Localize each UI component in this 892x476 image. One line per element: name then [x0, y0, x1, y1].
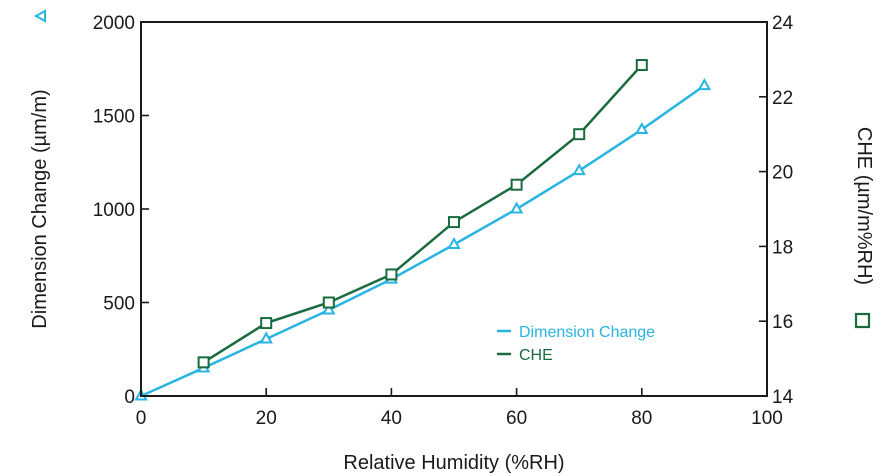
y2-tick-label: 16 — [772, 312, 793, 333]
y-tick-label: 500 — [103, 294, 135, 315]
data-point-che — [510, 178, 523, 191]
data-point-dimension-change — [447, 236, 461, 250]
data-point-dimension-change — [259, 331, 273, 344]
data-point-dimension-change — [322, 302, 336, 315]
series-line-dimension-change — [140, 84, 706, 398]
y2-tick-label: 24 — [772, 13, 794, 34]
y2-tick-label: 20 — [772, 163, 793, 184]
data-point-che — [197, 356, 210, 369]
y-tick-label: 0 — [124, 387, 135, 408]
y-tick-label: 1500 — [93, 107, 135, 128]
square-icon — [854, 312, 871, 329]
data-point-dimension-change — [635, 121, 649, 135]
plot-frame — [140, 21, 768, 397]
y-tick-label: 2000 — [93, 13, 135, 34]
y2-tick-label: 22 — [772, 88, 793, 109]
plot-marks — [134, 59, 712, 401]
data-point-dimension-change — [697, 78, 712, 91]
legend-label-che: CHE — [519, 347, 553, 364]
x-tick-label: 100 — [751, 408, 783, 429]
x-tick-label: 40 — [381, 408, 402, 429]
y-axis-title: Dimension Change (µm/m) — [29, 89, 51, 328]
data-point-che — [573, 128, 586, 141]
triangle-icon — [33, 9, 46, 23]
x-tick-label: 0 — [136, 408, 147, 429]
legend-label-dimension-change: Dimension Change — [519, 324, 655, 341]
y2-tick-label: 18 — [772, 237, 793, 258]
x-tick-label: 60 — [506, 408, 527, 429]
data-point-dimension-change — [572, 163, 586, 176]
data-point-che — [260, 317, 273, 330]
x-axis-title: Relative Humidity (%RH) — [343, 452, 564, 474]
series-line-che — [202, 64, 643, 364]
data-point-che — [635, 59, 648, 72]
x-tick-label: 80 — [631, 408, 652, 429]
data-point-che — [385, 268, 398, 281]
y-tick-label: 1000 — [93, 200, 135, 221]
y2-axis-title: CHE (µm/m%RH) — [853, 127, 875, 285]
data-point-che — [322, 296, 335, 309]
data-point-che — [448, 216, 460, 229]
legend: Dimension Change CHE — [497, 324, 655, 364]
y2-tick-label: 14 — [772, 387, 794, 408]
x-tick-label: 20 — [256, 408, 277, 429]
data-point-dimension-change — [509, 201, 524, 214]
